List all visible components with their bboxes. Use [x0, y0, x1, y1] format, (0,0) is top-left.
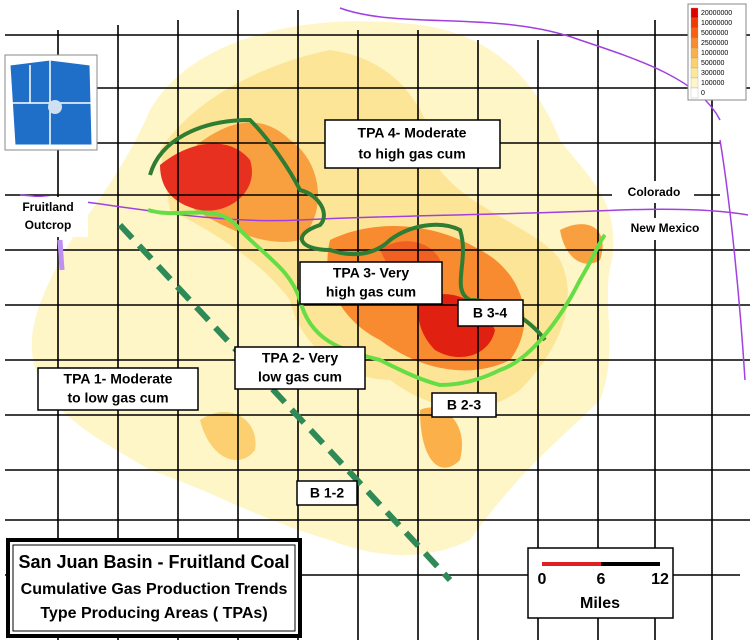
label-box [299, 261, 443, 305]
scale-bar: 0 6 12 [527, 547, 674, 619]
legend-swatch [690, 7, 699, 19]
b23-label: B 2-3 [447, 397, 481, 413]
title-box [6, 538, 302, 638]
scale-tick-label: 6 [597, 571, 606, 588]
legend-label: 1000000 [701, 50, 728, 57]
tpa3-boundary [147, 208, 607, 388]
tpa4-label: to high gas cum [358, 146, 465, 162]
legend-swatch [690, 77, 699, 89]
label-box [37, 367, 199, 411]
subtitle: Cumulative Gas Production Trends [21, 581, 288, 598]
legend-label: 500000 [701, 60, 724, 67]
legend-swatch [690, 17, 699, 29]
legend-label: 2500000 [701, 40, 728, 47]
legend-label: 10000000 [701, 20, 732, 27]
outcrop-label: Outcrop [25, 218, 72, 232]
scale-tick-label: 12 [651, 571, 669, 588]
tpa2-label: low gas cum [258, 369, 342, 385]
label-bg [612, 181, 694, 203]
tpa1-label: to low gas cum [67, 390, 168, 406]
tpa4-boundary [148, 117, 547, 342]
new-mexico-label: New Mexico [631, 221, 700, 235]
label-box [431, 392, 497, 418]
scale-tick-label: 0 [538, 571, 547, 588]
b12-boundary [117, 222, 453, 583]
legend-swatch [690, 37, 699, 49]
legend-swatch [690, 87, 699, 99]
legend-swatch [690, 57, 699, 69]
colorado-label: Colorado [628, 185, 681, 199]
inset-map [4, 54, 98, 151]
legend-swatch [690, 67, 699, 79]
tpa3-label: TPA 3- Very [333, 265, 409, 281]
label-box [457, 299, 524, 327]
b12-label: B 1-2 [310, 485, 344, 501]
legend-swatch [690, 27, 699, 39]
title: San Juan Basin - Fruitland Coal [18, 552, 289, 572]
legend-swatch [690, 47, 699, 59]
legend-label: 100000 [701, 80, 724, 87]
legend: 2000000010000000500000025000001000000500… [687, 3, 747, 101]
tpa4-label: TPA 4- Moderate [358, 125, 467, 141]
legend-label: 0 [701, 90, 705, 97]
tpa2-label: TPA 2- Very [262, 350, 338, 366]
label-box [296, 480, 358, 506]
b34-label: B 3-4 [473, 305, 507, 321]
label-bg [10, 197, 88, 237]
outcrop-label: Fruitland [22, 200, 73, 214]
label-box [324, 119, 501, 169]
legend-label: 5000000 [701, 30, 728, 37]
tpa1-label: TPA 1- Moderate [64, 371, 173, 387]
subtitle: Type Producing Areas ( TPAs) [40, 605, 267, 622]
scale-unit: Miles [580, 595, 620, 612]
legend-label: 300000 [701, 70, 724, 77]
label-bg [620, 218, 710, 240]
outcrop-arrow [57, 239, 65, 271]
legend-label: 20000000 [701, 10, 732, 17]
title-box-inner [12, 544, 296, 632]
label-box [234, 346, 366, 390]
tpa3-label: high gas cum [326, 284, 416, 300]
